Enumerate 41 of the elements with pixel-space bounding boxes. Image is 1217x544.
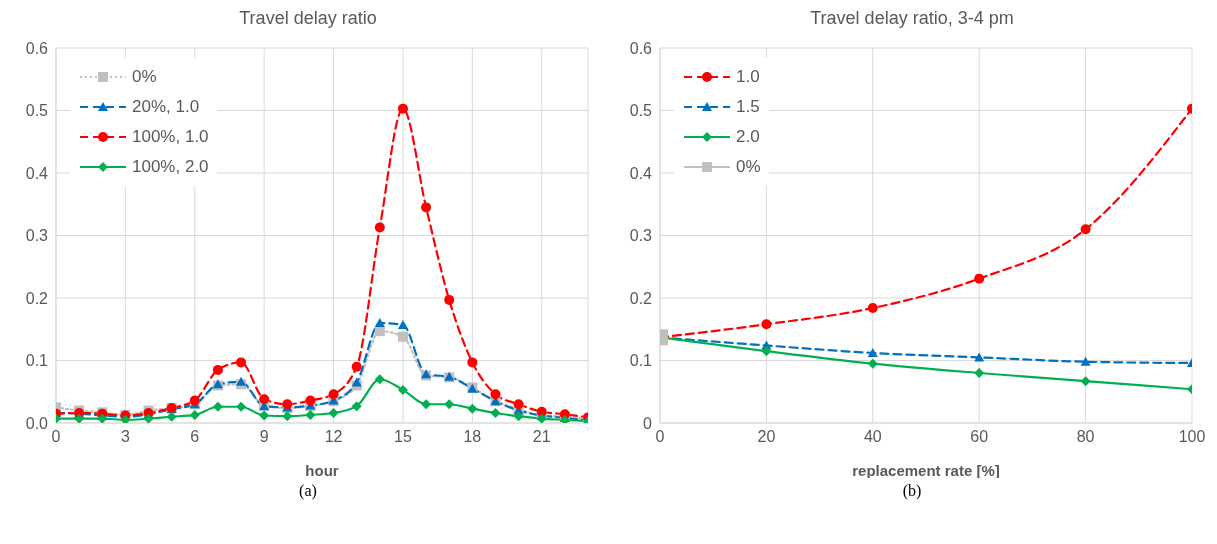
y-tick-label: 0.4: [25, 164, 49, 182]
x-tick-label: 0: [655, 428, 665, 446]
x-tick-label: 80: [1076, 428, 1095, 446]
legend-label: 20%, 1.0: [132, 96, 200, 118]
x-tick-label: 21: [532, 428, 551, 446]
legend-label: 100%, 2.0: [132, 156, 209, 178]
y-tick-label: 0.6: [25, 39, 49, 57]
x-tick-label: 60: [970, 428, 989, 446]
y-tick-label: 0.2: [25, 289, 49, 307]
y-tick-label: 0.3: [629, 227, 653, 245]
legend-label: 1.0: [736, 66, 760, 88]
x-tick-label: 18: [463, 428, 482, 446]
x-tick-label: 100: [1178, 428, 1206, 446]
y-tick-label: 0.6: [629, 39, 653, 57]
x-axis-title: hour: [305, 462, 339, 479]
x-tick-label: 12: [324, 428, 343, 446]
legend-label: 1.5: [736, 96, 760, 118]
legend-label: 0%: [132, 66, 157, 88]
x-tick-label: 15: [394, 428, 412, 446]
x-tick-label: 6: [190, 428, 200, 446]
legend-label: 2.0: [736, 126, 760, 148]
y-tick-label: 0.5: [629, 102, 653, 120]
y-tick-label: 0.2: [629, 289, 653, 307]
x-tick-label: 0: [51, 428, 61, 446]
x-tick-label: 9: [259, 428, 269, 446]
legend-label: 0%: [736, 156, 761, 178]
x-tick-label: 3: [120, 428, 130, 446]
y-tick-label: 0.3: [25, 227, 49, 245]
legend-label: 100%, 1.0: [132, 126, 209, 148]
y-tick-label: 0.4: [629, 164, 653, 182]
text: (b): [901, 482, 923, 500]
chart-title: Travel delay ratio: [238, 8, 378, 30]
chart-title: Travel delay ratio, 3-4 pm: [809, 8, 1015, 30]
text: (a): [298, 482, 318, 500]
x-tick-label: 20: [757, 428, 776, 446]
y-tick-label: 0.1: [25, 352, 49, 370]
y-tick-label: 0.5: [25, 102, 49, 120]
y-tick-label: 0.1: [629, 352, 653, 370]
x-tick-label: 40: [863, 428, 882, 446]
y-tick-label: 0: [643, 414, 653, 432]
y-tick-label: 0.0: [25, 414, 49, 432]
